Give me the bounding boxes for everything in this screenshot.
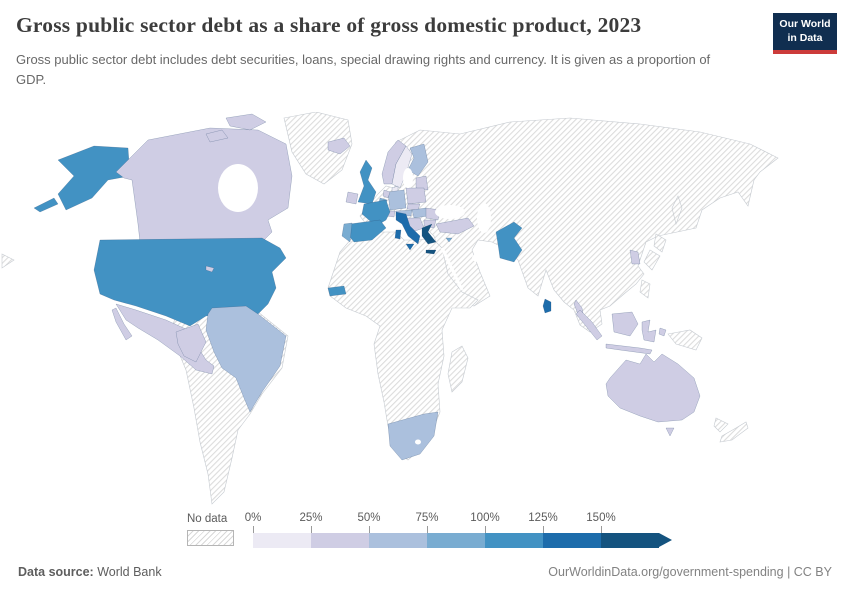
country-peru[interactable] [175,323,207,363]
lesotho-cutout [415,439,421,445]
hudson-bay [218,164,258,212]
tick-mark [485,526,486,533]
region-philippines-nodata [639,279,651,299]
red-sea [440,247,464,291]
map-legend: No data 0% 25% 50% 75% 100% 125% 150% [0,511,850,553]
owid-logo-line1: Our World [779,18,831,31]
legend-tick-50: 50% [357,512,381,524]
data-source: Data source: World Bank [18,565,162,579]
data-source-label: Data source: [18,565,94,579]
no-data-layer [1,112,779,505]
page-subtitle: Gross public sector debt includes debt s… [16,52,711,87]
legend-tick-25: 25% [299,512,323,524]
country-italy[interactable] [394,211,421,251]
country-sri-lanka[interactable] [542,298,552,314]
country-turkey[interactable] [435,217,475,235]
region-new-zealand-nodata [713,417,749,443]
persian-gulf [472,254,484,262]
country-france[interactable] [361,199,391,227]
country-united-kingdom[interactable] [357,159,377,205]
country-baltic-states[interactable] [415,175,429,191]
region-madagascar-nodata [447,345,469,393]
caspian-sea [477,203,491,233]
country-poland[interactable] [405,187,427,205]
legend-bin-50-75[interactable] [369,533,427,548]
owid-logo[interactable]: Our World in Data [773,13,837,54]
country-iceland[interactable] [327,137,351,155]
country-portugal[interactable] [341,222,353,243]
region-new-guinea-nodata [667,329,703,351]
region-greenland-nodata [283,112,353,185]
legend-arrow-cap [659,533,672,547]
legend-bin-100-125[interactable] [485,533,543,548]
country-cyprus[interactable] [445,237,453,243]
legend-tick-150: 150% [586,512,616,524]
owid-logo-line2: in Data [787,31,823,44]
country-south-korea[interactable] [629,249,641,265]
country-netherlands[interactable] [382,189,391,199]
country-hungary-slovakia[interactable] [411,207,429,219]
tick-mark [543,526,544,533]
country-indonesia[interactable] [575,309,667,355]
legend-bin-150-plus[interactable] [601,533,659,548]
world-map-svg [1,112,779,505]
country-sweden[interactable] [391,145,413,189]
tick-mark [311,526,312,533]
legend-bin-125-150[interactable] [543,533,601,548]
country-senegal[interactable] [327,285,347,297]
legend-color-bar [253,533,659,548]
country-ireland[interactable] [345,191,359,205]
country-australia[interactable] [605,353,701,437]
tick-mark [253,526,254,533]
tick-mark [369,526,370,533]
country-germany[interactable] [387,189,407,211]
region-chukotka-sliver-nodata [1,253,15,269]
world-choropleth-map [0,112,850,514]
tick-mark [427,526,428,533]
data-source-value: World Bank [93,565,162,579]
legend-bin-75-100[interactable] [427,533,485,548]
tick-mark [601,526,602,533]
legend-tick-75: 75% [415,512,439,524]
no-data-swatch[interactable] [187,530,234,546]
countries-layer [33,113,701,461]
country-brazil[interactable] [205,305,287,413]
country-south-africa[interactable] [387,411,439,461]
no-data-label: No data [187,513,228,525]
region-japan-nodata [643,195,683,271]
legend-tick-0: 0% [244,512,262,524]
country-finland[interactable] [407,143,429,177]
country-canada[interactable] [115,127,293,243]
country-greece[interactable] [421,223,437,255]
legend-bin-0-25[interactable] [253,533,311,548]
country-dominican-republic[interactable] [205,265,215,273]
country-pakistan[interactable] [495,221,523,263]
legend-bin-25-50[interactable] [311,533,369,548]
country-alaska[interactable] [33,145,131,213]
legend-tick-100: 100% [470,512,500,524]
black-sea [435,205,465,219]
owid-link[interactable]: OurWorldinData.org/government-spending |… [548,565,832,579]
legend-tick-125: 125% [528,512,558,524]
baltic-sea [403,168,413,188]
seas-layer [403,168,491,291]
page-title: Gross public sector debt as a share of g… [16,13,642,37]
country-canada-arctic-islands[interactable] [205,113,267,143]
